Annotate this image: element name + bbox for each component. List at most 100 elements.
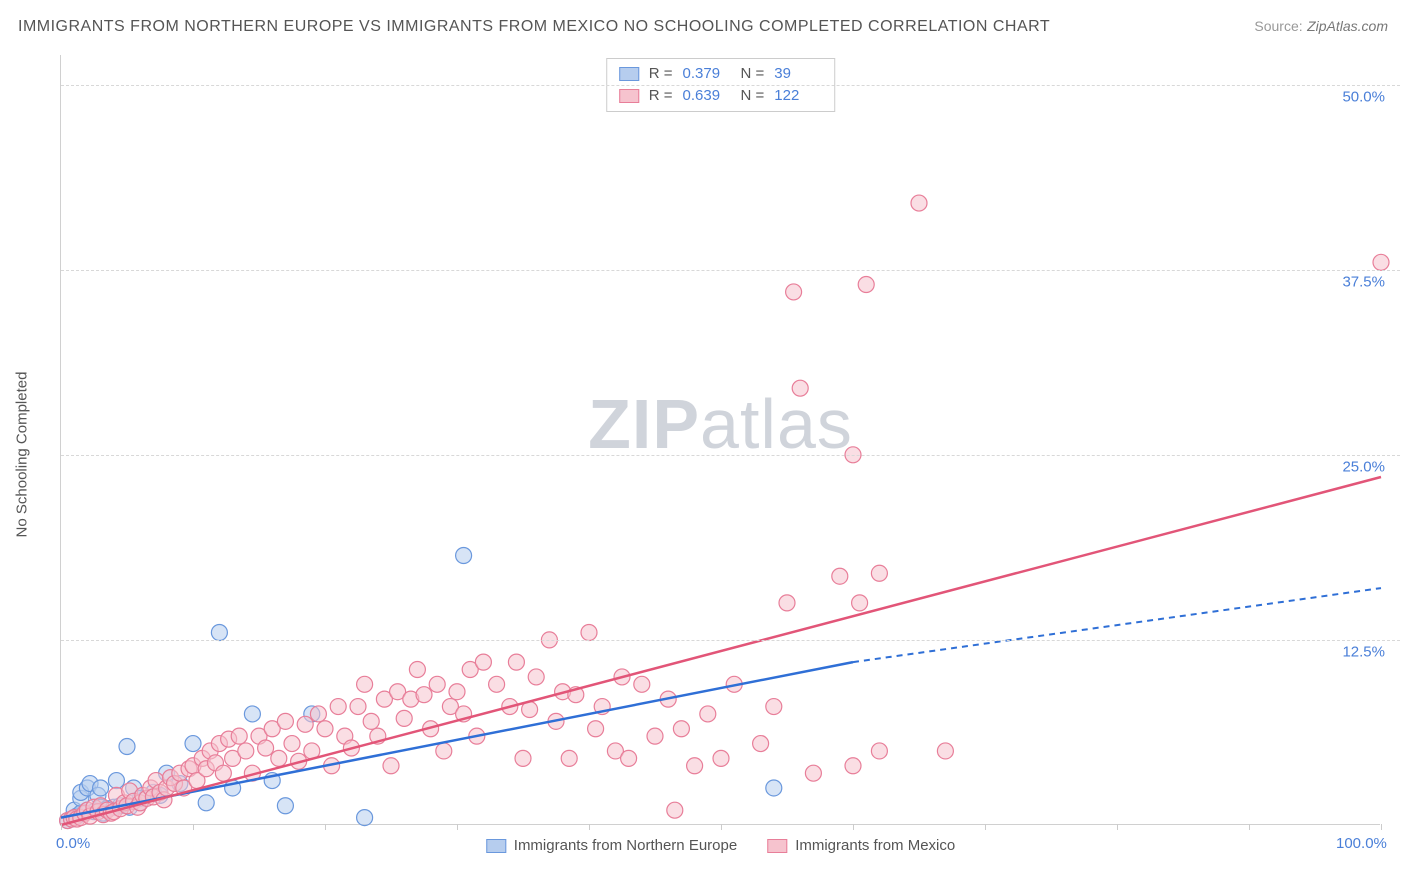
legend-item: Immigrants from Northern Europe	[486, 837, 737, 854]
data-point	[687, 758, 703, 774]
legend-n-label: N =	[741, 85, 765, 107]
legend-item: Immigrants from Mexico	[767, 837, 955, 854]
data-point	[396, 710, 412, 726]
y-tick-label: 25.0%	[1342, 458, 1385, 475]
legend-r-label: R =	[649, 85, 673, 107]
data-point	[108, 773, 124, 789]
y-axis-title: No Schooling Completed	[14, 372, 31, 538]
gridline	[61, 85, 1400, 86]
data-point	[588, 721, 604, 737]
data-point	[871, 565, 887, 581]
data-point	[766, 699, 782, 715]
legend-swatch	[486, 839, 506, 853]
data-point	[456, 548, 472, 564]
data-point	[357, 676, 373, 692]
data-point	[634, 676, 650, 692]
data-point	[277, 798, 293, 814]
data-point	[244, 706, 260, 722]
data-point	[198, 795, 214, 811]
legend-swatch	[767, 839, 787, 853]
legend-label: Immigrants from Mexico	[795, 837, 955, 854]
data-point	[673, 721, 689, 737]
data-point	[211, 625, 227, 641]
legend-row: R = 0.379 N = 39	[619, 63, 823, 85]
gridline	[61, 270, 1400, 271]
data-point	[185, 736, 201, 752]
data-point	[357, 810, 373, 826]
data-point	[766, 780, 782, 796]
legend-row: R = 0.639 N = 122	[619, 85, 823, 107]
chart-svg	[61, 55, 1380, 824]
data-point	[852, 595, 868, 611]
x-tick	[1381, 824, 1382, 830]
data-point	[515, 750, 531, 766]
data-point	[429, 676, 445, 692]
data-point	[284, 736, 300, 752]
chart-title: IMMIGRANTS FROM NORTHERN EUROPE VS IMMIG…	[18, 18, 1050, 36]
data-point	[1373, 254, 1389, 270]
data-point	[215, 765, 231, 781]
data-point	[416, 687, 432, 703]
data-point	[297, 716, 313, 732]
x-tick-label: 100.0%	[1336, 835, 1387, 852]
legend-r-value: 0.379	[683, 63, 731, 85]
gridline	[61, 640, 1400, 641]
legend-bottom: Immigrants from Northern Europe Immigrant…	[486, 837, 955, 854]
x-tick	[61, 824, 62, 830]
legend-n-value: 122	[774, 85, 822, 107]
source: Source: ZipAtlas.com	[1254, 18, 1388, 36]
data-point	[238, 743, 254, 759]
data-point	[310, 706, 326, 722]
data-point	[271, 750, 287, 766]
source-value: ZipAtlas.com	[1307, 18, 1388, 34]
data-point	[119, 739, 135, 755]
data-point	[871, 743, 887, 759]
trend-line	[61, 477, 1381, 825]
data-point	[713, 750, 729, 766]
data-point	[858, 277, 874, 293]
y-tick-label: 12.5%	[1342, 643, 1385, 660]
data-point	[277, 713, 293, 729]
legend-n-value: 39	[774, 63, 822, 85]
legend-r-value: 0.639	[683, 85, 731, 107]
x-tick	[589, 824, 590, 830]
x-tick	[1249, 824, 1250, 830]
y-tick-label: 50.0%	[1342, 88, 1385, 105]
x-tick-label: 0.0%	[56, 835, 90, 852]
data-point	[330, 699, 346, 715]
data-point	[383, 758, 399, 774]
y-tick-label: 37.5%	[1342, 273, 1385, 290]
trend-line-extrapolated	[853, 588, 1381, 662]
data-point	[805, 765, 821, 781]
gridline	[61, 455, 1400, 456]
data-point	[350, 699, 366, 715]
data-point	[436, 743, 452, 759]
data-point	[317, 721, 333, 737]
data-point	[621, 750, 637, 766]
data-point	[528, 669, 544, 685]
data-point	[845, 758, 861, 774]
data-point	[409, 662, 425, 678]
data-point	[911, 195, 927, 211]
data-point	[832, 568, 848, 584]
legend-label: Immigrants from Northern Europe	[514, 837, 737, 854]
legend-r-label: R =	[649, 63, 673, 85]
data-point	[508, 654, 524, 670]
source-label: Source:	[1254, 18, 1302, 34]
legend-swatch	[619, 89, 639, 103]
data-point	[489, 676, 505, 692]
legend-n-label: N =	[741, 63, 765, 85]
data-point	[792, 380, 808, 396]
data-point	[581, 625, 597, 641]
data-point	[779, 595, 795, 611]
x-tick	[1117, 824, 1118, 830]
data-point	[786, 284, 802, 300]
data-point	[647, 728, 663, 744]
plot-area: ZIPatlas R =0.379N =39R =0.639N =122 Imm…	[60, 55, 1380, 825]
data-point	[667, 802, 683, 818]
x-tick	[985, 824, 986, 830]
x-tick	[721, 824, 722, 830]
data-point	[753, 736, 769, 752]
data-point	[937, 743, 953, 759]
x-tick	[853, 824, 854, 830]
